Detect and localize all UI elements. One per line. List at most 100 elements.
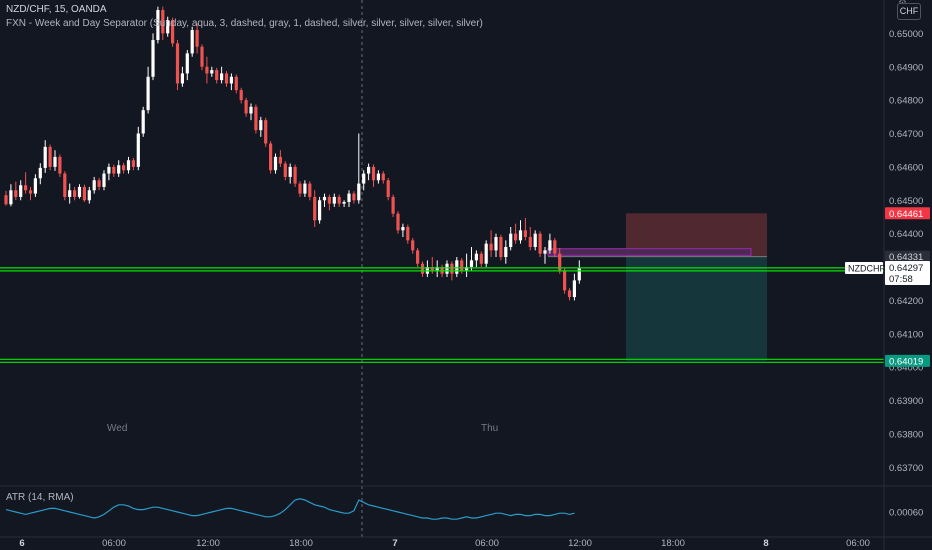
candle-body — [528, 236, 532, 248]
candle-body — [386, 180, 390, 197]
countdown: 07:58 — [889, 274, 913, 285]
time-tick-label: 18:00 — [289, 538, 313, 549]
candle-body — [73, 190, 77, 197]
candle-body — [82, 186, 86, 201]
candle-body — [514, 233, 518, 241]
candle-body — [220, 73, 224, 81]
candle-body — [455, 260, 459, 274]
last-price-bg — [885, 261, 930, 286]
candle-body — [136, 133, 140, 167]
candle-body — [332, 196, 336, 204]
candle-body — [460, 260, 464, 271]
candle-body — [28, 190, 33, 194]
candle-body — [58, 156, 62, 174]
candle-body — [411, 240, 415, 251]
indicator-legend[interactable]: FXN - Week and Day Separator (Sunday, aq… — [6, 18, 483, 29]
candle-body — [450, 263, 454, 274]
candle-body — [151, 40, 155, 77]
candle-body — [538, 233, 542, 254]
candle-body — [229, 76, 233, 84]
candle-body — [401, 226, 405, 231]
candle-body — [548, 240, 552, 251]
candle-body — [97, 180, 101, 187]
range-box — [547, 248, 752, 256]
candle-body — [484, 243, 488, 264]
time-tick-label: 12:00 — [196, 538, 220, 549]
candle-body — [9, 190, 13, 205]
stop-badge-bg — [885, 207, 930, 220]
time-tick-label: 6 — [19, 538, 24, 549]
candle-body — [185, 53, 189, 74]
candle-body — [435, 267, 439, 271]
price-tick-label: 0.64000 — [889, 363, 923, 374]
candle-body — [87, 190, 91, 201]
day-label-thu: Thu — [481, 423, 499, 434]
price-tick-label: 0.64400 — [889, 229, 923, 240]
candle-body — [117, 165, 121, 174]
candle-body — [357, 183, 361, 201]
candle-body — [381, 173, 385, 181]
atr-line — [5, 498, 575, 520]
symbol-tag: NZDCHF — [848, 264, 885, 274]
candle-body — [523, 230, 527, 237]
candle-body — [239, 90, 243, 101]
candle-body — [337, 196, 341, 204]
candle-body — [107, 166, 111, 174]
candle-body — [205, 66, 209, 74]
time-tick-label: 8 — [763, 538, 768, 549]
candle-body — [77, 186, 82, 197]
candle-body — [180, 73, 184, 84]
symbol-tag-bg — [845, 262, 883, 275]
candle-body — [465, 267, 469, 271]
candle-body — [371, 166, 376, 181]
candle-body — [156, 10, 160, 41]
time-tick-label: 06:00 — [102, 538, 126, 549]
candle-body — [48, 146, 52, 167]
time-tick-label: 7 — [392, 538, 397, 549]
candle-body — [24, 185, 28, 191]
candle-body — [288, 166, 292, 177]
entry-badge-bg — [885, 250, 930, 263]
candle-body — [33, 178, 37, 194]
candle-body — [406, 226, 410, 241]
currency-button[interactable]: CHF — [897, 3, 921, 20]
price-tick-label: 0.65000 — [889, 29, 923, 40]
target-badge: 0.64019 — [889, 356, 923, 367]
price-tick-label: 0.64900 — [889, 62, 923, 73]
candle-body — [195, 30, 199, 47]
candle-body — [244, 100, 248, 114]
candle-body — [283, 163, 287, 177]
candle-body — [367, 166, 371, 174]
price-tick-label: 0.63700 — [889, 463, 923, 474]
candle-body — [479, 253, 483, 264]
candle-body — [469, 260, 474, 268]
position-tool[interactable] — [547, 213, 767, 361]
candle-body — [563, 270, 567, 291]
candle-body — [112, 166, 116, 174]
candle-body — [352, 193, 356, 201]
candle-body — [416, 250, 420, 264]
candle-body — [171, 20, 175, 44]
candle-body — [318, 200, 322, 221]
target-badge-bg — [885, 354, 930, 367]
candle-body — [175, 43, 180, 84]
candle-body — [210, 70, 214, 74]
candle-body — [322, 196, 327, 201]
candle-body — [342, 201, 346, 204]
candle-body — [567, 290, 572, 298]
atr-legend[interactable]: ATR (14, RMA) — [6, 492, 74, 503]
candle-body — [166, 20, 170, 34]
candle-body — [126, 160, 131, 171]
candle-body — [504, 247, 508, 258]
symbol-legend[interactable]: NZD/CHF, 15, OANDA — [6, 4, 107, 15]
candle-body — [68, 190, 72, 197]
candle-body — [430, 267, 434, 271]
price-tick-label: 0.64800 — [889, 96, 923, 107]
last-price: 0.64297 — [889, 263, 923, 274]
support-lines[interactable] — [0, 267, 884, 363]
candle-body — [553, 240, 557, 254]
atr-pane — [0, 485, 932, 520]
price-tick-label: 0.64100 — [889, 329, 923, 340]
